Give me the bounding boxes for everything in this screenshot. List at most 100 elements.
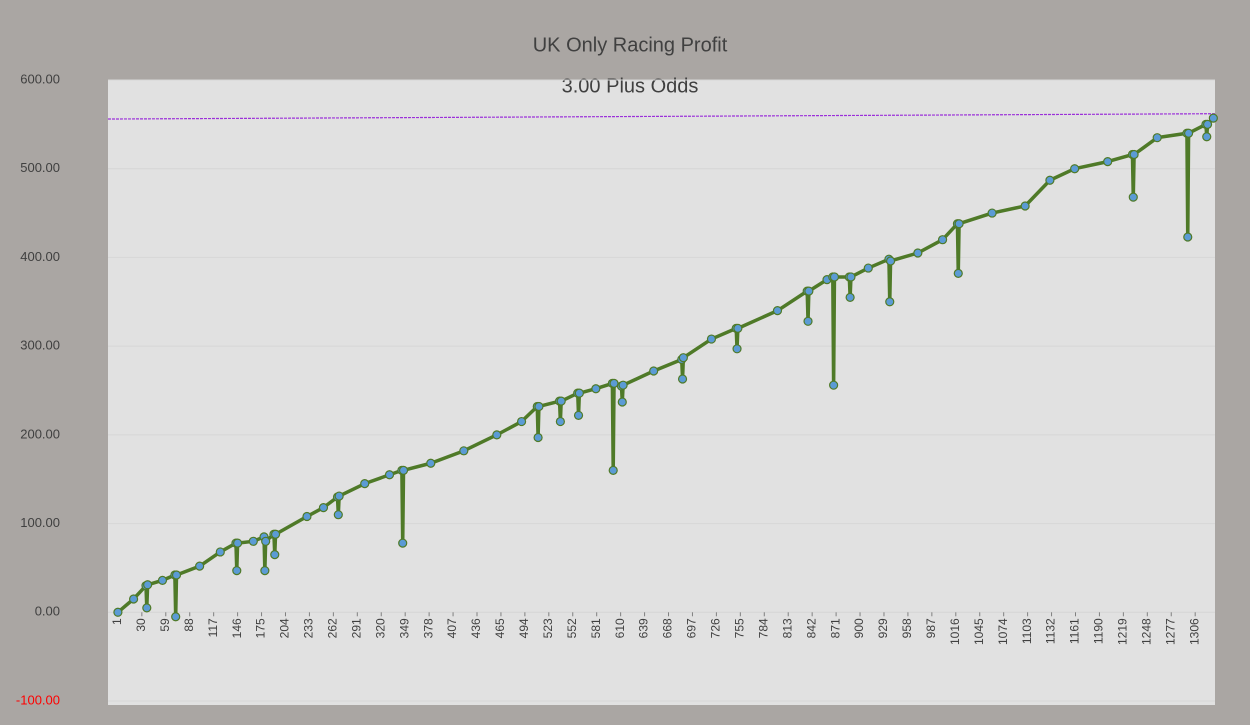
x-tick-label: 1045 <box>972 618 986 645</box>
point <box>1152 133 1162 143</box>
point <box>617 397 627 407</box>
y-tick-label: 400.00 <box>20 249 60 264</box>
point <box>1202 132 1212 142</box>
point <box>1128 192 1138 202</box>
point <box>555 416 565 427</box>
x-tick-label: 494 <box>517 618 531 638</box>
point <box>954 219 964 229</box>
point <box>215 547 225 557</box>
x-tick-label: 175 <box>254 618 268 638</box>
point <box>270 550 280 560</box>
x-tick-label: 1306 <box>1187 618 1201 645</box>
x-tick-label: 349 <box>397 618 411 638</box>
point <box>360 479 370 489</box>
point <box>248 536 258 546</box>
point <box>1070 164 1080 174</box>
x-tick-label: 262 <box>326 618 340 638</box>
point <box>232 565 242 576</box>
point <box>1208 113 1218 123</box>
x-tick-label: 1277 <box>1163 618 1177 645</box>
point <box>113 607 123 617</box>
x-tick-label: 552 <box>565 618 579 638</box>
point <box>863 263 873 273</box>
x-tick-label: 958 <box>900 618 914 638</box>
point <box>318 503 329 513</box>
point <box>302 511 312 522</box>
x-tick-label: 59 <box>158 618 172 632</box>
x-tick-label: 900 <box>852 618 866 638</box>
x-tick-label: 755 <box>733 618 747 638</box>
x-tick-label: 1132 <box>1044 618 1058 644</box>
point <box>534 401 544 412</box>
point <box>804 286 814 296</box>
point <box>829 272 840 282</box>
x-tick-label: 697 <box>685 618 699 638</box>
point <box>260 565 270 576</box>
point <box>398 465 409 475</box>
point <box>885 297 895 307</box>
point <box>733 323 743 333</box>
x-tick-label: 1103 <box>1020 618 1034 644</box>
point <box>829 380 839 390</box>
x-tick-label: 1 <box>110 618 124 625</box>
x-tick-label: 1190 <box>1092 618 1106 644</box>
x-tick-label: 465 <box>493 618 507 638</box>
x-tick-label: 581 <box>589 618 603 638</box>
x-tick-label: 929 <box>876 618 890 638</box>
point <box>426 458 436 468</box>
point <box>261 536 271 546</box>
point <box>706 334 717 344</box>
x-tick-label: 30 <box>134 618 148 632</box>
x-tick-label: 88 <box>182 618 196 632</box>
x-tick-label: 1016 <box>948 618 962 645</box>
x-tick-label: 871 <box>828 618 842 638</box>
point <box>270 529 281 539</box>
point <box>195 561 205 571</box>
y-tick-label: 0.00 <box>35 604 60 619</box>
point <box>1183 232 1193 242</box>
point <box>516 416 527 427</box>
point <box>142 603 152 613</box>
x-tick-label: 233 <box>302 618 316 638</box>
point <box>459 446 469 456</box>
x-tick-label: 523 <box>541 618 555 638</box>
point <box>1045 175 1055 185</box>
point <box>398 538 408 548</box>
point <box>1129 149 1139 160</box>
point <box>885 256 896 266</box>
x-tick-label: 204 <box>278 618 292 638</box>
x-tick-label: 1074 <box>996 618 1010 645</box>
chart-subtitle: 3.00 Plus Odds <box>562 75 699 97</box>
x-tick-label: 1248 <box>1139 618 1153 645</box>
point <box>846 272 856 282</box>
point <box>492 430 502 440</box>
point <box>1020 201 1030 211</box>
x-tick-label: 291 <box>349 618 363 638</box>
point <box>171 612 181 622</box>
x-tick-label: 987 <box>924 618 938 638</box>
x-tick-label: 784 <box>756 618 770 638</box>
x-tick-label: 813 <box>780 618 794 638</box>
x-tick-label: 407 <box>445 618 459 638</box>
point <box>953 268 963 278</box>
x-tick-label: 146 <box>230 618 244 638</box>
point <box>772 306 783 316</box>
x-tick-label: 320 <box>373 618 387 638</box>
point <box>987 208 997 218</box>
x-tick-label: 1161 <box>1068 618 1082 644</box>
x-tick-label: 668 <box>661 618 675 638</box>
point <box>1103 157 1113 167</box>
point <box>803 316 813 326</box>
point <box>845 292 855 302</box>
point <box>334 491 344 501</box>
y-tick-label: 300.00 <box>20 338 60 353</box>
y-tick-label: -100.00 <box>16 692 60 707</box>
point <box>1183 128 1194 138</box>
point <box>143 580 153 590</box>
plot-area <box>108 80 1215 705</box>
chart-title: UK Only Racing Profit <box>533 34 728 56</box>
y-tick-label: 600.00 <box>20 71 60 86</box>
point <box>333 510 343 520</box>
reference-line <box>107 113 1216 120</box>
